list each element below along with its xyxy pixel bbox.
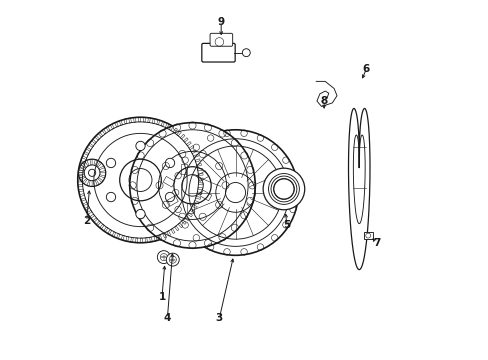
Bar xyxy=(200,190,211,201)
Bar xyxy=(166,196,178,206)
FancyBboxPatch shape xyxy=(210,33,232,46)
Bar xyxy=(163,176,175,187)
Circle shape xyxy=(106,192,116,202)
Circle shape xyxy=(172,130,298,255)
FancyBboxPatch shape xyxy=(202,43,235,62)
Bar xyxy=(181,164,187,174)
Circle shape xyxy=(106,158,116,168)
Circle shape xyxy=(165,192,174,202)
Text: 4: 4 xyxy=(163,313,171,323)
Circle shape xyxy=(165,158,174,168)
Circle shape xyxy=(78,117,203,243)
Text: 5: 5 xyxy=(283,220,290,230)
Circle shape xyxy=(242,49,250,57)
Text: 3: 3 xyxy=(215,313,223,323)
Text: 6: 6 xyxy=(362,64,369,74)
Text: 9: 9 xyxy=(217,17,224,27)
Circle shape xyxy=(78,159,105,186)
Text: 8: 8 xyxy=(320,96,327,106)
Bar xyxy=(363,232,372,239)
Circle shape xyxy=(166,253,179,266)
Bar xyxy=(196,171,208,181)
Text: 2: 2 xyxy=(83,216,90,226)
Text: 7: 7 xyxy=(372,238,379,248)
Circle shape xyxy=(263,168,304,210)
Bar xyxy=(187,203,194,213)
Text: 1: 1 xyxy=(158,292,165,302)
Circle shape xyxy=(136,141,145,150)
Circle shape xyxy=(157,251,170,264)
Circle shape xyxy=(136,210,145,219)
Circle shape xyxy=(129,123,255,248)
